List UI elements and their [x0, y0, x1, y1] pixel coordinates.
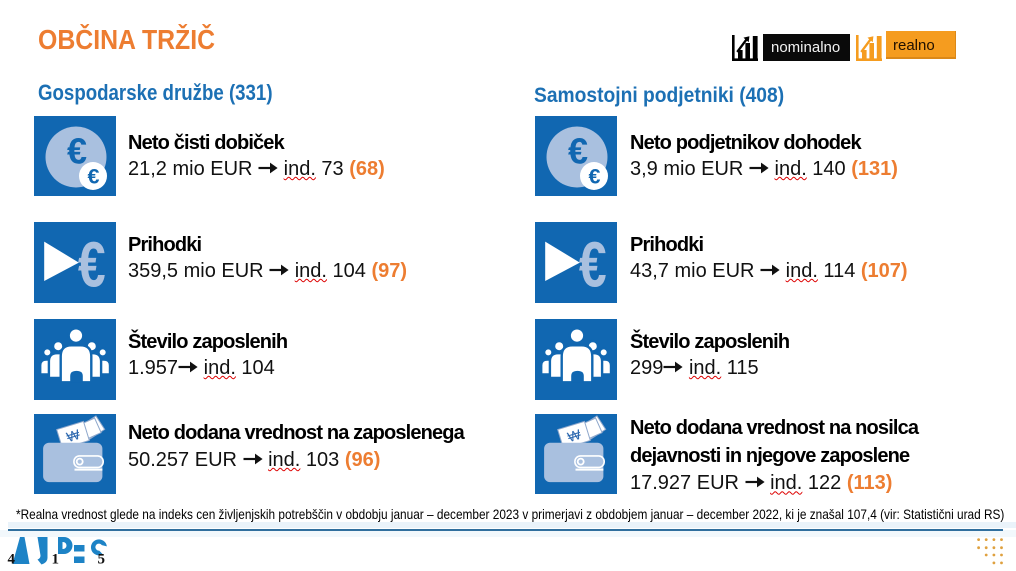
svg-text:€: € — [78, 230, 106, 301]
svg-text:€: € — [589, 165, 601, 189]
svg-text:1: 1 — [52, 552, 60, 568]
svg-text:€: € — [579, 230, 607, 301]
svg-text:4: 4 — [8, 552, 16, 568]
svg-text:5: 5 — [98, 552, 106, 568]
svg-text:₩: ₩ — [565, 426, 583, 445]
svg-text:€: € — [568, 131, 588, 172]
svg-text:€: € — [67, 131, 87, 172]
svg-text:€: € — [88, 165, 100, 189]
svg-text:₩: ₩ — [64, 426, 82, 445]
